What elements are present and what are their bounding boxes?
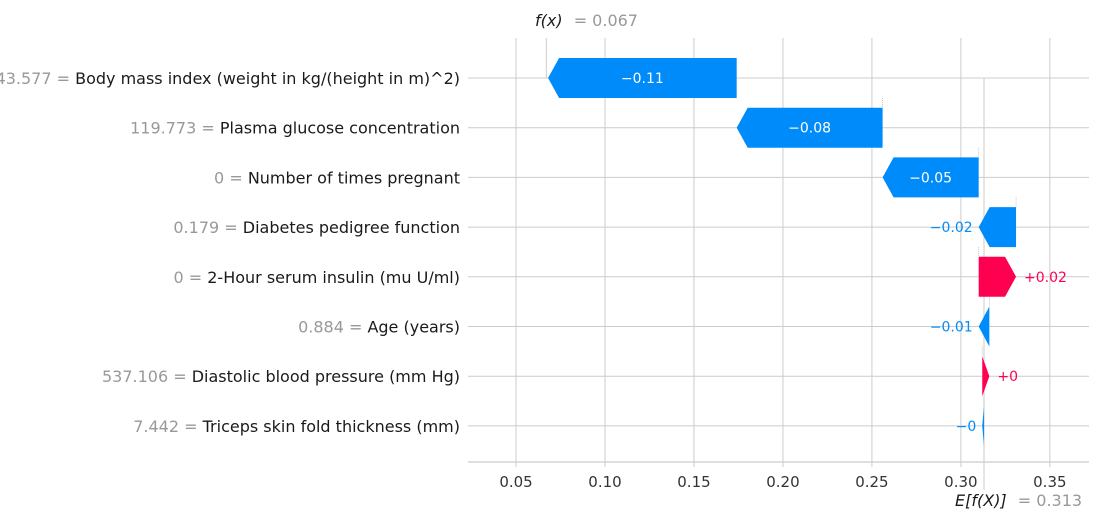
expected-value-annotation: E[f(X)] = 0.313 bbox=[955, 491, 1082, 510]
contribution-label: −0.02 bbox=[930, 220, 973, 236]
x-tick-label: 0.10 bbox=[588, 473, 621, 491]
feature-name: Body mass index (weight in kg/(height in… bbox=[75, 69, 460, 88]
x-tick-label: 0.20 bbox=[766, 473, 799, 491]
feature-value: 0.884 = bbox=[298, 318, 367, 337]
x-tick-label: 0.30 bbox=[944, 473, 977, 491]
feature-name: Diabetes pedigree function bbox=[243, 218, 460, 237]
feature-label: 0.884 = Age (years) bbox=[298, 318, 460, 337]
feature-label: 0 = 2-Hour serum insulin (mu U/ml) bbox=[173, 268, 460, 287]
x-tick-label: 0.15 bbox=[677, 473, 710, 491]
contribution-label: −0.11 bbox=[621, 71, 664, 87]
contribution-bar bbox=[548, 58, 737, 98]
feature-label: 7.442 = Triceps skin fold thickness (mm) bbox=[133, 417, 460, 436]
contribution-label: −0.05 bbox=[909, 170, 952, 186]
fx-label: f(x) bbox=[535, 11, 563, 30]
fx-value: = 0.067 bbox=[574, 11, 638, 30]
x-tick-label: 0.35 bbox=[1033, 473, 1066, 491]
contribution-bar bbox=[982, 356, 990, 397]
feature-value: 0 = bbox=[173, 268, 207, 287]
fx-annotation: f(x) = 0.067 bbox=[535, 11, 638, 30]
x-tick-label: 0.05 bbox=[499, 473, 532, 491]
feature-name: Diastolic blood pressure (mm Hg) bbox=[192, 367, 460, 386]
feature-value: 43.577 = bbox=[0, 69, 75, 88]
contribution-label: −0.08 bbox=[788, 121, 831, 137]
bar-layer: −0.11 −0.08 −0.05 −0.02 +0.02 −0.01 +0 −0 bbox=[548, 58, 1067, 446]
feature-label: 537.106 = Diastolic blood pressure (mm H… bbox=[102, 367, 460, 386]
contribution-bar bbox=[978, 306, 990, 347]
contribution-label: +0.02 bbox=[1024, 270, 1067, 286]
feature-value: 537.106 = bbox=[102, 367, 192, 386]
feature-value: 7.442 = bbox=[133, 417, 202, 436]
feature-name: Triceps skin fold thickness (mm) bbox=[202, 417, 460, 436]
feature-value: 0.179 = bbox=[173, 218, 242, 237]
feature-name: Age (years) bbox=[367, 318, 460, 337]
x-tick-label: 0.25 bbox=[855, 473, 888, 491]
contribution-bar bbox=[736, 107, 883, 148]
feature-label: 0.179 = Diabetes pedigree function bbox=[173, 218, 460, 237]
contribution-label: +0 bbox=[997, 369, 1018, 385]
ex-label: E[f(X)] bbox=[955, 491, 1007, 510]
contribution-bar bbox=[978, 207, 1017, 248]
feature-label-layer: 43.577 = Body mass index (weight in kg/(… bbox=[0, 69, 460, 436]
feature-label: 0 = Number of times pregnant bbox=[214, 168, 460, 187]
feature-label: 119.773 = Plasma glucose concentration bbox=[130, 119, 460, 138]
contribution-label: −0 bbox=[956, 419, 977, 435]
x-axis: 0.05 0.10 0.15 0.20 0.25 0.30 0.35 bbox=[468, 461, 1089, 491]
contribution-bar bbox=[978, 256, 1017, 297]
feature-name: Plasma glucose concentration bbox=[220, 119, 460, 138]
contribution-bar bbox=[982, 405, 985, 446]
feature-label: 43.577 = Body mass index (weight in kg/(… bbox=[0, 69, 460, 88]
feature-value: 119.773 = bbox=[130, 119, 220, 138]
feature-name: Number of times pregnant bbox=[248, 168, 460, 187]
feature-value: 0 = bbox=[214, 168, 248, 187]
contribution-label: −0.01 bbox=[930, 320, 973, 336]
ex-value: = 0.313 bbox=[1018, 491, 1082, 510]
contribution-bar bbox=[882, 157, 979, 198]
feature-name: 2-Hour serum insulin (mu U/ml) bbox=[207, 268, 460, 287]
